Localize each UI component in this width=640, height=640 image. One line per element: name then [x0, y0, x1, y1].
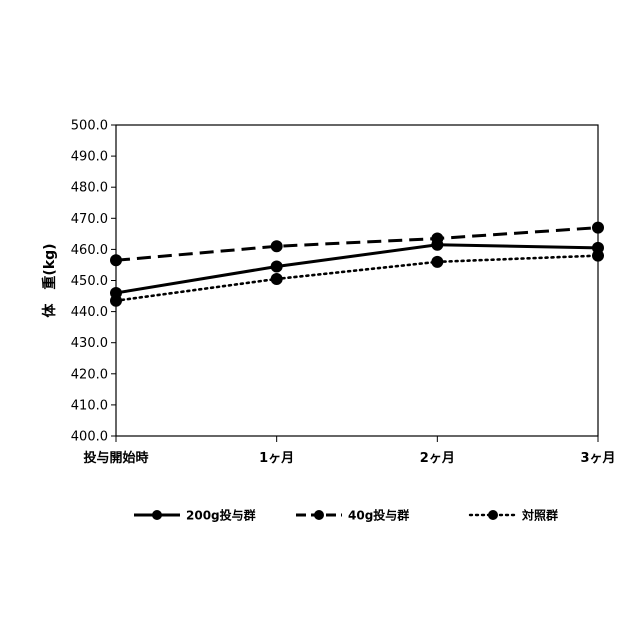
legend: 200g投与群 40g投与群 対照群: [134, 508, 558, 523]
y-tick-label: 470.0: [71, 212, 108, 227]
y-tick-label: 480.0: [71, 181, 108, 196]
y-axis-label: 体 重(kg): [41, 243, 58, 317]
series-line: [116, 256, 598, 301]
data-point: [271, 261, 283, 273]
legend-label: 40g投与群: [348, 508, 409, 523]
y-tick-label: 490.0: [71, 150, 108, 165]
x-tick-label: 2ヶ月: [420, 451, 455, 466]
y-axis-ticks: 400.0 410.0 420.0 430.0 440.0 450.0 460.0 470.0…: [71, 119, 116, 445]
legend-label: 200g投与群: [186, 508, 256, 523]
data-point: [271, 240, 283, 252]
x-tick-label: 3ヶ月: [580, 451, 615, 466]
x-tick-label: 投与開始時: [83, 450, 148, 466]
data-point: [592, 250, 604, 262]
data-point: [592, 222, 604, 234]
x-axis-ticks: 投与開始時 1ヶ月 2ヶ月 3ヶ月: [83, 436, 615, 466]
series-lines: [110, 222, 604, 307]
legend-marker: [314, 510, 324, 520]
data-point: [110, 295, 122, 307]
y-tick-label: 450.0: [71, 274, 108, 289]
y-tick-label: 500.0: [71, 119, 108, 134]
y-tick-label: 460.0: [71, 243, 108, 258]
legend-marker: [152, 510, 162, 520]
y-tick-label: 400.0: [71, 430, 108, 445]
y-tick-label: 440.0: [71, 305, 108, 320]
y-tick-label: 430.0: [71, 336, 108, 351]
data-point: [271, 273, 283, 285]
legend-label: 対照群: [521, 508, 558, 523]
y-tick-label: 420.0: [71, 367, 108, 382]
data-point: [431, 256, 443, 268]
data-point: [431, 233, 443, 245]
y-tick-label: 410.0: [71, 398, 108, 413]
legend-marker: [488, 510, 498, 520]
data-point: [110, 254, 122, 266]
series-line: [116, 245, 598, 293]
x-tick-label: 1ヶ月: [259, 451, 294, 466]
